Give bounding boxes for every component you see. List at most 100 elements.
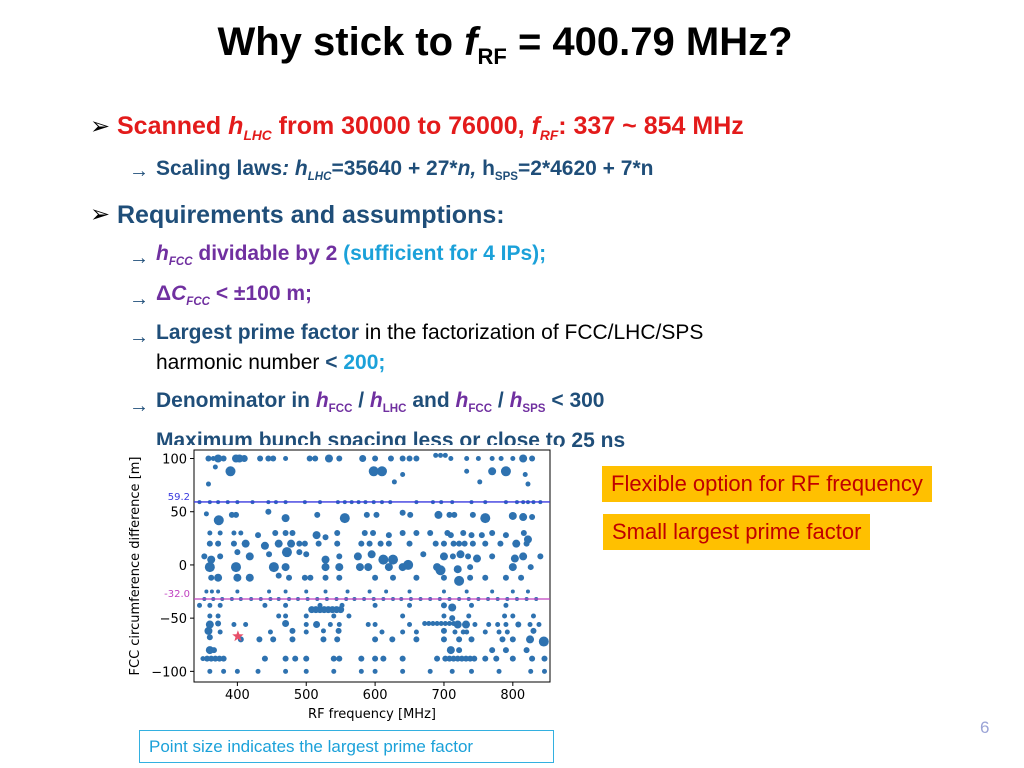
data-point [497, 540, 504, 547]
subbullet-arrow-icon: → [129, 288, 149, 310]
plot-frame [193, 449, 551, 683]
data-point [245, 573, 254, 582]
data-point [450, 540, 457, 547]
data-point [283, 602, 289, 608]
data-point [204, 655, 211, 662]
data-point [407, 589, 412, 594]
data-point [321, 555, 330, 564]
data-point [379, 629, 385, 635]
data-point [440, 574, 447, 581]
data-point [289, 530, 296, 537]
data-point [400, 668, 406, 674]
data-point [215, 540, 222, 547]
subbullet-delta-c: ΔCFCC < ±100 m; [156, 282, 312, 309]
data-point [461, 540, 468, 547]
data-point [526, 635, 535, 644]
data-point [503, 622, 509, 628]
data-point [460, 530, 467, 537]
data-point [372, 602, 378, 608]
data-point [453, 565, 462, 574]
data-point [528, 668, 534, 674]
data-point [233, 511, 240, 518]
data-point [541, 655, 548, 662]
data-point [358, 668, 364, 674]
data-point [216, 655, 223, 662]
data-point [315, 540, 322, 547]
data-point [336, 655, 343, 662]
data-point [453, 620, 462, 629]
data-point [296, 540, 303, 547]
data-point [241, 539, 250, 548]
data-point [407, 602, 413, 608]
x-tick-label: 700 [432, 688, 457, 703]
data-point [489, 456, 495, 462]
data-point [529, 514, 536, 521]
data-point [220, 455, 227, 462]
data-point [367, 589, 372, 594]
data-point [510, 613, 516, 619]
y-tick-label: 0 [179, 559, 187, 574]
data-point [346, 613, 352, 619]
small-prime-box: Small largest prime factor [603, 514, 871, 550]
subbullet-prime-factor-cont: harmonic number < 200; [156, 351, 386, 374]
data-point [512, 539, 521, 548]
data-point [482, 574, 489, 581]
data-point [208, 655, 215, 662]
data-point [372, 636, 379, 643]
data-point [372, 655, 379, 662]
data-point [334, 530, 341, 537]
data-point [446, 646, 455, 655]
data-point [367, 550, 376, 559]
data-point [204, 626, 213, 635]
data-point [442, 620, 448, 626]
data-point [303, 668, 309, 674]
data-point [268, 562, 279, 573]
data-point [390, 574, 397, 581]
data-point [387, 455, 394, 462]
data-point [430, 620, 436, 626]
flexible-option-box: Flexible option for RF frequency [602, 466, 932, 502]
data-point [292, 655, 299, 662]
data-point [372, 574, 379, 581]
data-point [519, 454, 528, 463]
data-point [373, 511, 380, 518]
data-point [266, 551, 273, 558]
data-point [320, 636, 327, 643]
subbullet-hfcc-dividable: hFCC dividable by 2 (sufficient for 4 IP… [156, 242, 547, 269]
data-point [215, 620, 222, 627]
data-point [467, 564, 474, 571]
data-point [372, 622, 378, 628]
data-point [462, 655, 469, 662]
data-point [407, 622, 413, 628]
data-point [489, 647, 496, 654]
bullet-arrow-icon: ➢ [90, 201, 111, 228]
data-point [451, 511, 458, 518]
data-point [257, 455, 264, 462]
subbullet-arrow-icon: → [129, 326, 149, 348]
data-point [420, 551, 427, 558]
data-point [522, 471, 528, 477]
data-point [460, 629, 466, 635]
data-point [243, 622, 249, 628]
data-point [489, 530, 496, 537]
data-point [245, 552, 254, 561]
y-tick-label: 100 [162, 453, 187, 468]
data-point [518, 574, 525, 581]
data-point [406, 455, 413, 462]
data-point [427, 668, 433, 674]
data-point [452, 629, 458, 635]
data-point [469, 511, 476, 518]
data-point [465, 553, 472, 560]
data-point [442, 452, 448, 458]
data-point [240, 455, 248, 463]
data-point [205, 455, 212, 462]
data-point [368, 466, 379, 477]
data-point [313, 621, 321, 629]
data-point [441, 613, 447, 619]
data-point [206, 540, 213, 547]
data-point [438, 452, 444, 458]
data-point [228, 511, 235, 518]
data-point [212, 464, 218, 470]
data-point [468, 636, 475, 643]
data-point [234, 549, 241, 556]
